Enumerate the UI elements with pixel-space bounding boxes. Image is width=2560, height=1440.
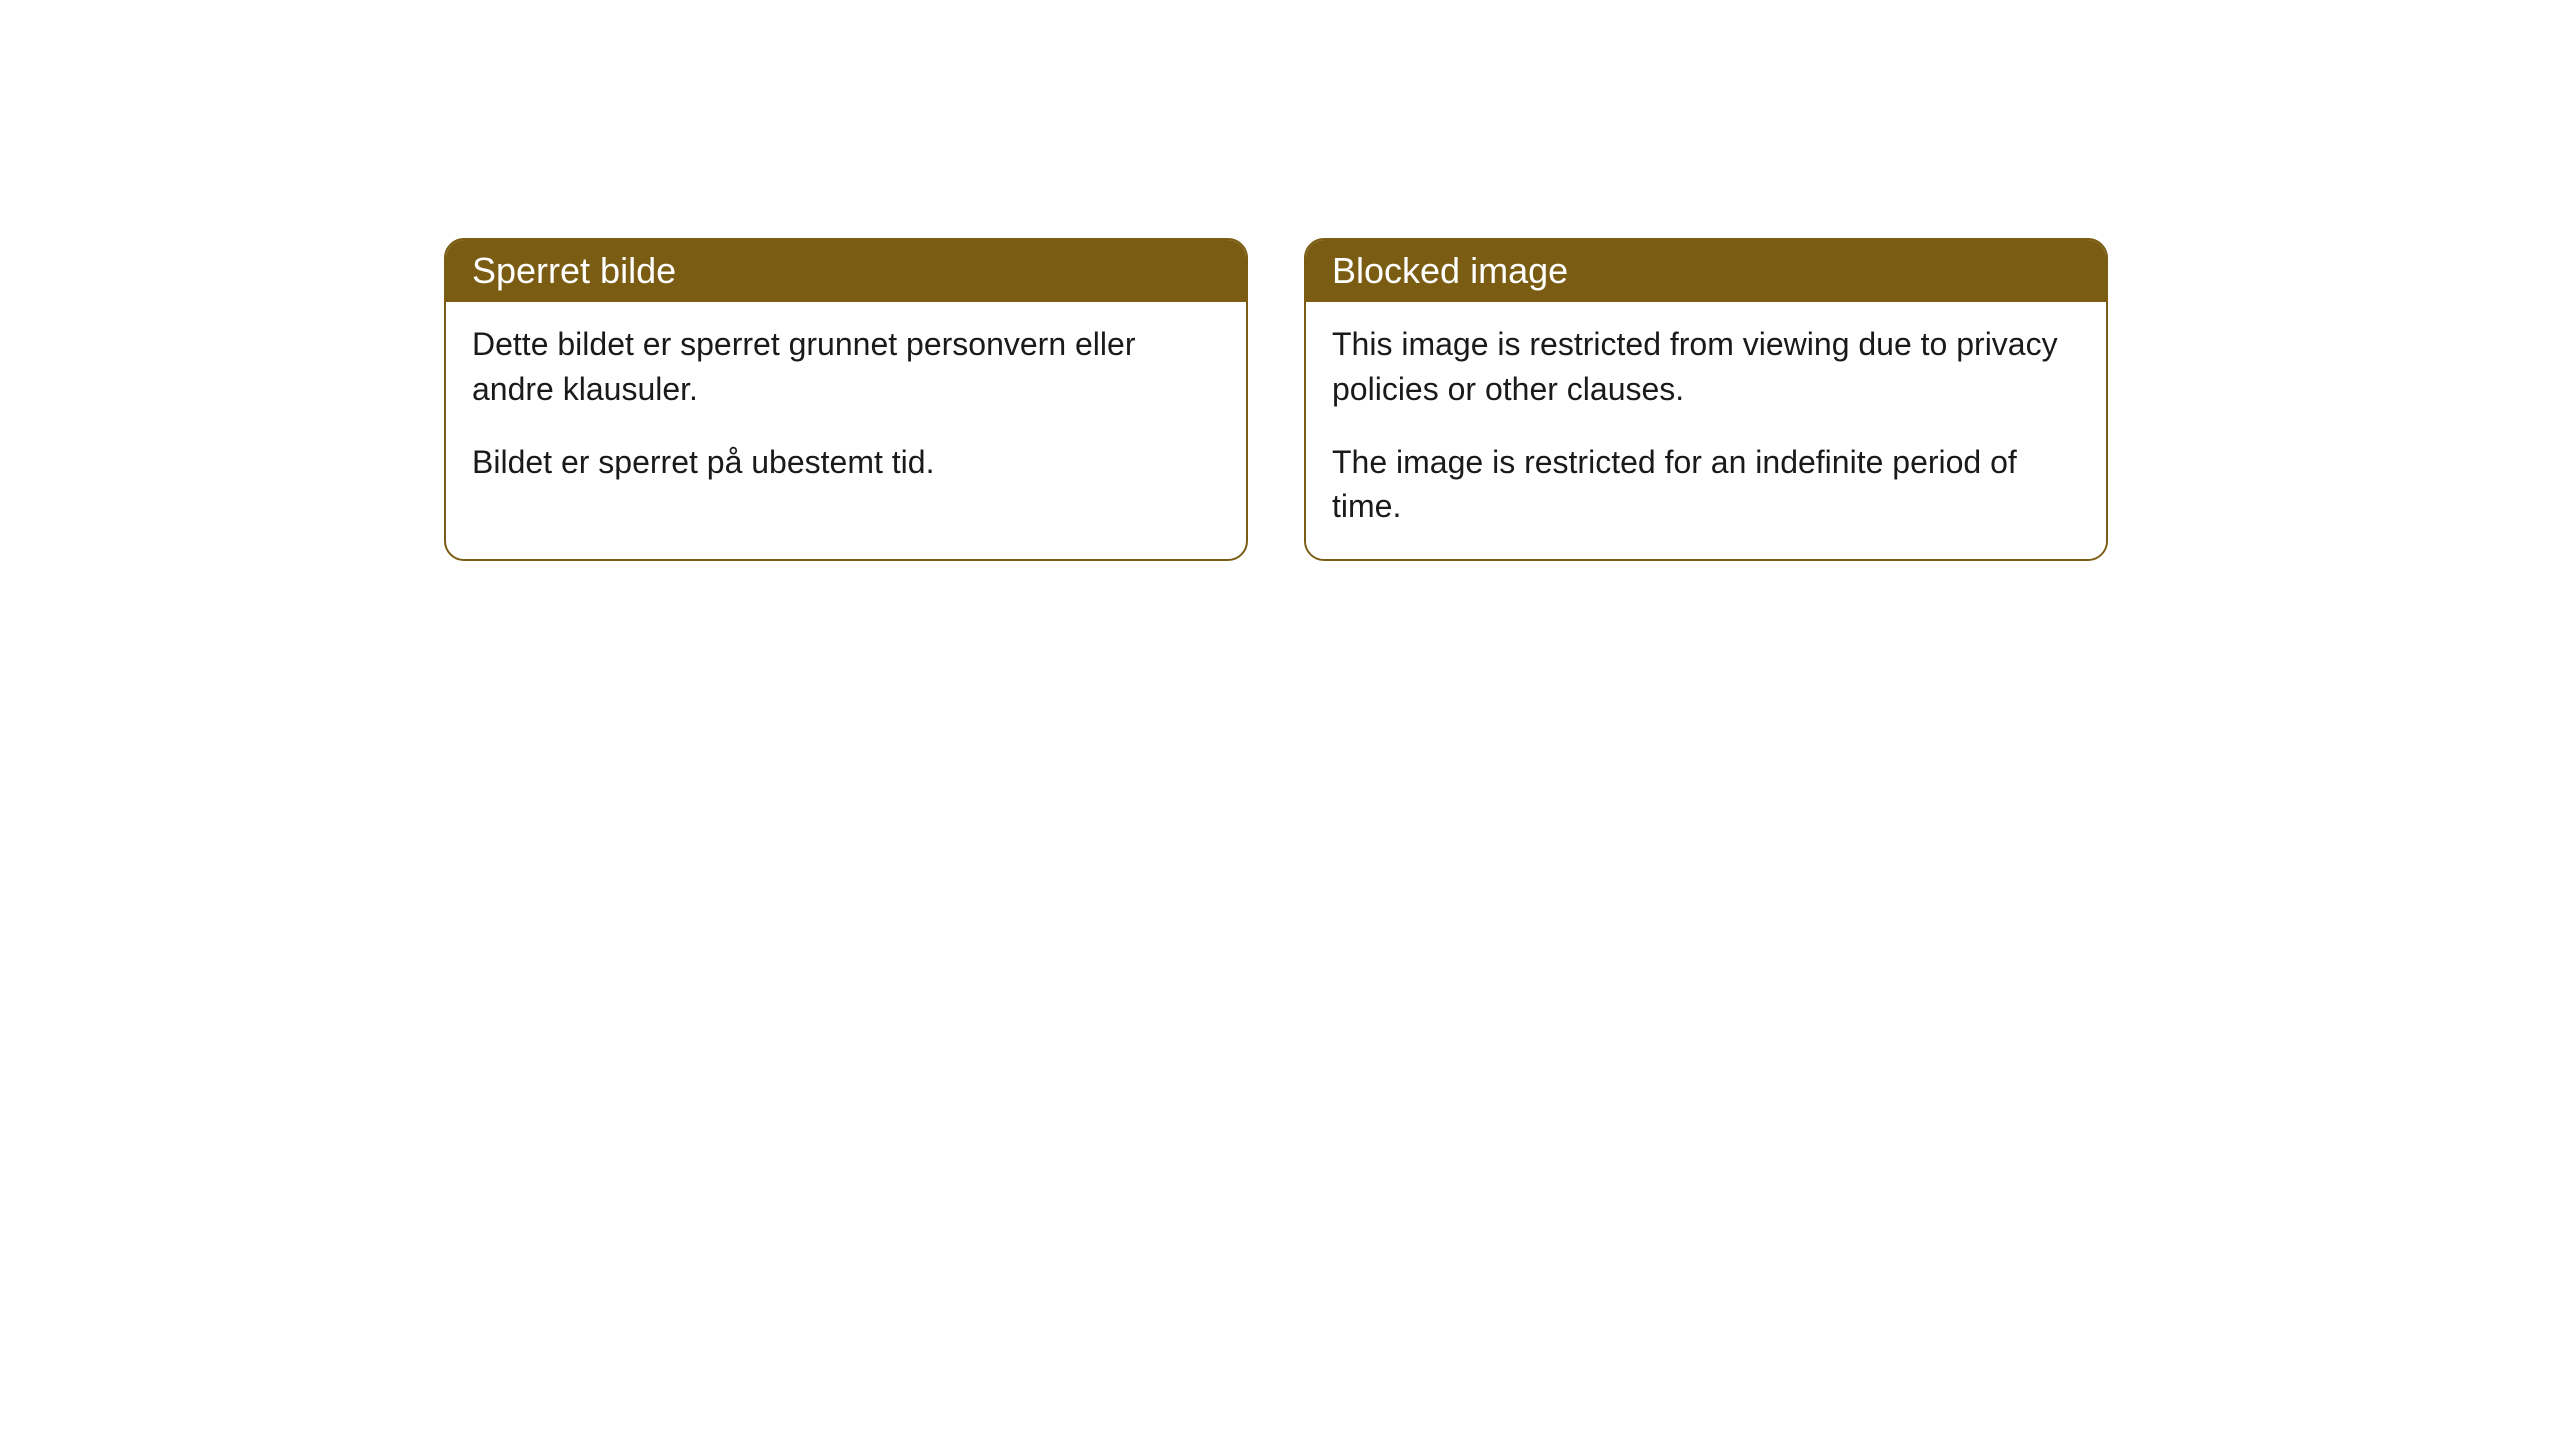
card-header-norwegian: Sperret bilde	[446, 240, 1246, 302]
card-body-norwegian: Dette bildet er sperret grunnet personve…	[446, 302, 1246, 514]
notice-card-norwegian: Sperret bilde Dette bildet er sperret gr…	[444, 238, 1248, 561]
card-body-english: This image is restricted from viewing du…	[1306, 302, 2106, 559]
card-paragraph-1-norwegian: Dette bildet er sperret grunnet personve…	[472, 322, 1220, 412]
notice-cards-container: Sperret bilde Dette bildet er sperret gr…	[444, 238, 2108, 561]
notice-card-english: Blocked image This image is restricted f…	[1304, 238, 2108, 561]
card-paragraph-2-english: The image is restricted for an indefinit…	[1332, 440, 2080, 530]
card-paragraph-1-english: This image is restricted from viewing du…	[1332, 322, 2080, 412]
card-header-english: Blocked image	[1306, 240, 2106, 302]
card-paragraph-2-norwegian: Bildet er sperret på ubestemt tid.	[472, 440, 1220, 485]
